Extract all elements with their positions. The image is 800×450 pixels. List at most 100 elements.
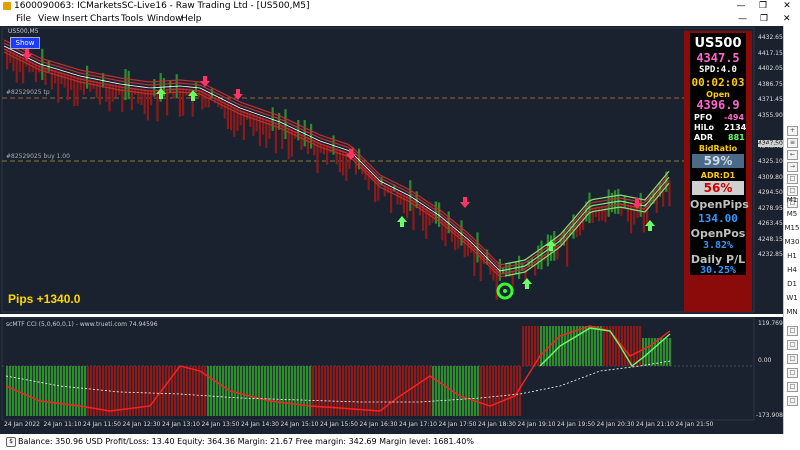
menu-file[interactable]: File xyxy=(16,14,32,24)
cci-bar xyxy=(510,366,513,416)
candle xyxy=(486,249,489,265)
candle xyxy=(265,118,268,149)
timeframe-m15[interactable]: M15 xyxy=(784,224,800,232)
timeframe-mn[interactable]: MN xyxy=(786,308,798,316)
menu-insert[interactable]: Insert xyxy=(62,14,88,24)
signal-arrow-up xyxy=(397,216,407,227)
account-summary: Balance: 350.96 USD Profit/Loss: 13.40 E… xyxy=(18,437,474,446)
candle xyxy=(498,258,501,281)
cci-bar xyxy=(603,326,606,366)
toolbar-icon[interactable]: ← xyxy=(787,150,798,160)
candle-series xyxy=(6,48,671,301)
cci-bar xyxy=(213,366,216,416)
sub-axis-top: 119.7699 xyxy=(758,320,787,327)
cci-bar xyxy=(258,366,261,416)
cci-bar xyxy=(582,326,585,366)
candle xyxy=(556,245,559,260)
time-axis-label: 24 Jan 18:30 xyxy=(478,421,516,428)
candle xyxy=(188,88,191,96)
toolbar-icon[interactable]: ≡ xyxy=(787,138,798,148)
menu-window[interactable]: Window xyxy=(147,14,183,24)
candle xyxy=(418,203,421,216)
toolbar-icon[interactable]: □ xyxy=(787,354,798,364)
child-restore-button[interactable]: ❐ xyxy=(760,14,769,24)
time-axis-label: 24 Jan 20:30 xyxy=(596,421,635,428)
candle xyxy=(9,50,12,63)
candle xyxy=(380,176,383,186)
cci-bar xyxy=(12,366,15,416)
menu-tools[interactable]: Tools xyxy=(121,14,144,24)
toolbar-icon[interactable]: □ xyxy=(787,382,798,392)
candle xyxy=(140,88,143,105)
candle xyxy=(290,129,293,157)
candle xyxy=(409,180,412,211)
cci-bar xyxy=(591,326,594,366)
panel-daily-value: 30.25% xyxy=(699,265,737,276)
cci-bar xyxy=(606,326,609,366)
toolbar-icon[interactable]: □ xyxy=(787,326,798,336)
toolbar-icon[interactable]: □ xyxy=(787,198,798,208)
timeframe-h1[interactable]: H1 xyxy=(787,252,797,260)
cci-bar xyxy=(336,366,339,416)
info-panel-inner: US500 4347.5 SPD:4.0 00:02:03 Open 4396.… xyxy=(690,33,749,276)
show-button[interactable]: Show xyxy=(10,37,40,49)
candle xyxy=(546,234,549,267)
candle xyxy=(428,210,431,226)
cci-bar xyxy=(573,326,576,366)
child-minimize-button[interactable]: — xyxy=(738,14,747,24)
cci-bar xyxy=(279,366,282,416)
time-axis-label: 24 Jan 12:30 xyxy=(122,421,161,428)
cci-bar xyxy=(540,326,543,366)
price-axis-label: 4340.45 xyxy=(758,142,783,150)
cci-bar xyxy=(447,366,450,416)
cci-bar xyxy=(33,366,36,416)
menu-view[interactable]: View xyxy=(38,14,60,24)
menu-charts[interactable]: Charts xyxy=(90,14,120,24)
chart-canvas[interactable] xyxy=(0,26,784,434)
panel-open-value: 4396.9 xyxy=(696,98,740,112)
cci-bar xyxy=(42,366,45,416)
cci-bar xyxy=(330,366,333,416)
timeframe-h4[interactable]: H4 xyxy=(787,266,797,274)
candle xyxy=(652,190,655,204)
price-axis-label: 4432.65 xyxy=(758,34,783,41)
cci-bar xyxy=(453,366,456,416)
candle xyxy=(18,55,21,73)
timeframe-m5[interactable]: M5 xyxy=(786,210,798,218)
candle xyxy=(242,110,245,140)
cci-bar xyxy=(498,366,501,416)
close-button[interactable]: ✕ xyxy=(783,1,791,11)
price-axis-label: 4402.05 xyxy=(758,65,783,72)
panel-bidratio-label: BidRatio xyxy=(698,144,738,153)
candle xyxy=(604,205,607,223)
minimize-button[interactable]: — xyxy=(736,1,746,11)
toolbar-icon[interactable]: + xyxy=(787,126,798,136)
panel-adr-value: 881 xyxy=(728,133,745,142)
cci-bar xyxy=(180,366,183,416)
candle xyxy=(98,81,101,105)
cci-bar xyxy=(375,366,378,416)
timeframe-d1[interactable]: D1 xyxy=(787,280,797,288)
toolbar-icon[interactable]: □ xyxy=(787,396,798,406)
cci-bar xyxy=(168,366,171,416)
timeframe-w1[interactable]: W1 xyxy=(786,294,798,302)
toolbar-icon[interactable]: □ xyxy=(787,186,798,196)
menu-help[interactable]: Help xyxy=(181,14,202,24)
timeframe-m1[interactable]: M1 xyxy=(786,196,798,204)
toolbar-icon[interactable]: □ xyxy=(787,174,798,184)
child-close-button[interactable]: ✕ xyxy=(783,14,791,24)
candle xyxy=(322,143,325,155)
time-axis-label: 24 Jan 15:10 xyxy=(280,421,319,428)
cci-bar xyxy=(363,366,366,416)
restore-button[interactable]: ❐ xyxy=(758,1,768,11)
cci-bar xyxy=(309,366,312,416)
toolbar-icon[interactable]: □ xyxy=(787,368,798,378)
cci-bar xyxy=(60,366,63,416)
toolbar-icon[interactable]: → xyxy=(787,162,798,172)
toolbar-icon[interactable]: □ xyxy=(787,340,798,350)
timeframe-m30[interactable]: M30 xyxy=(784,238,800,246)
chart-window[interactable]: US500,M5 #82529025 tp #82529025 buy 1.00… xyxy=(0,26,800,434)
cci-histogram xyxy=(6,326,672,416)
cci-bar xyxy=(255,366,258,416)
price-axis-label: 4294.50 xyxy=(758,189,783,196)
